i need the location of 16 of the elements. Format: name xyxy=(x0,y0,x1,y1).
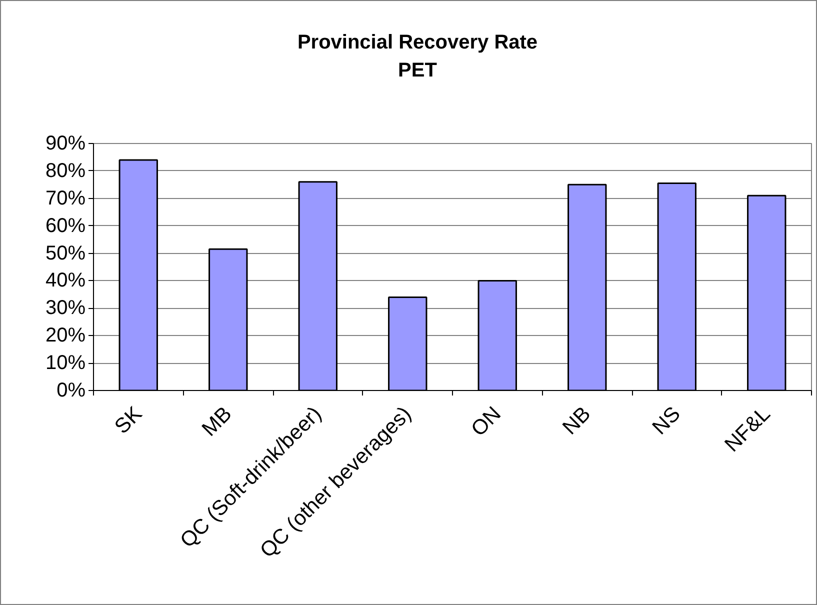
y-tick-label: 60% xyxy=(45,214,86,237)
y-tick-label: 20% xyxy=(45,324,86,347)
y-tick-label: 0% xyxy=(56,380,86,402)
chart-subtitle: PET xyxy=(398,60,437,82)
y-tick-label: 70% xyxy=(45,187,86,210)
chart-title: Provincial Recovery Rate xyxy=(297,32,538,54)
y-tick-label: 80% xyxy=(45,160,86,182)
x-tick-label: NB xyxy=(558,402,596,440)
x-tick-label: ON xyxy=(466,402,506,441)
x-tick-label: NS xyxy=(648,402,686,440)
y-tick-label: 40% xyxy=(45,270,86,292)
y-tick-label: 90% xyxy=(45,132,86,154)
y-tick-label: 50% xyxy=(45,242,86,264)
y-tick-label: 30% xyxy=(45,297,86,320)
y-tick-label: 10% xyxy=(45,352,86,374)
x-tick-label: SK xyxy=(110,402,147,438)
